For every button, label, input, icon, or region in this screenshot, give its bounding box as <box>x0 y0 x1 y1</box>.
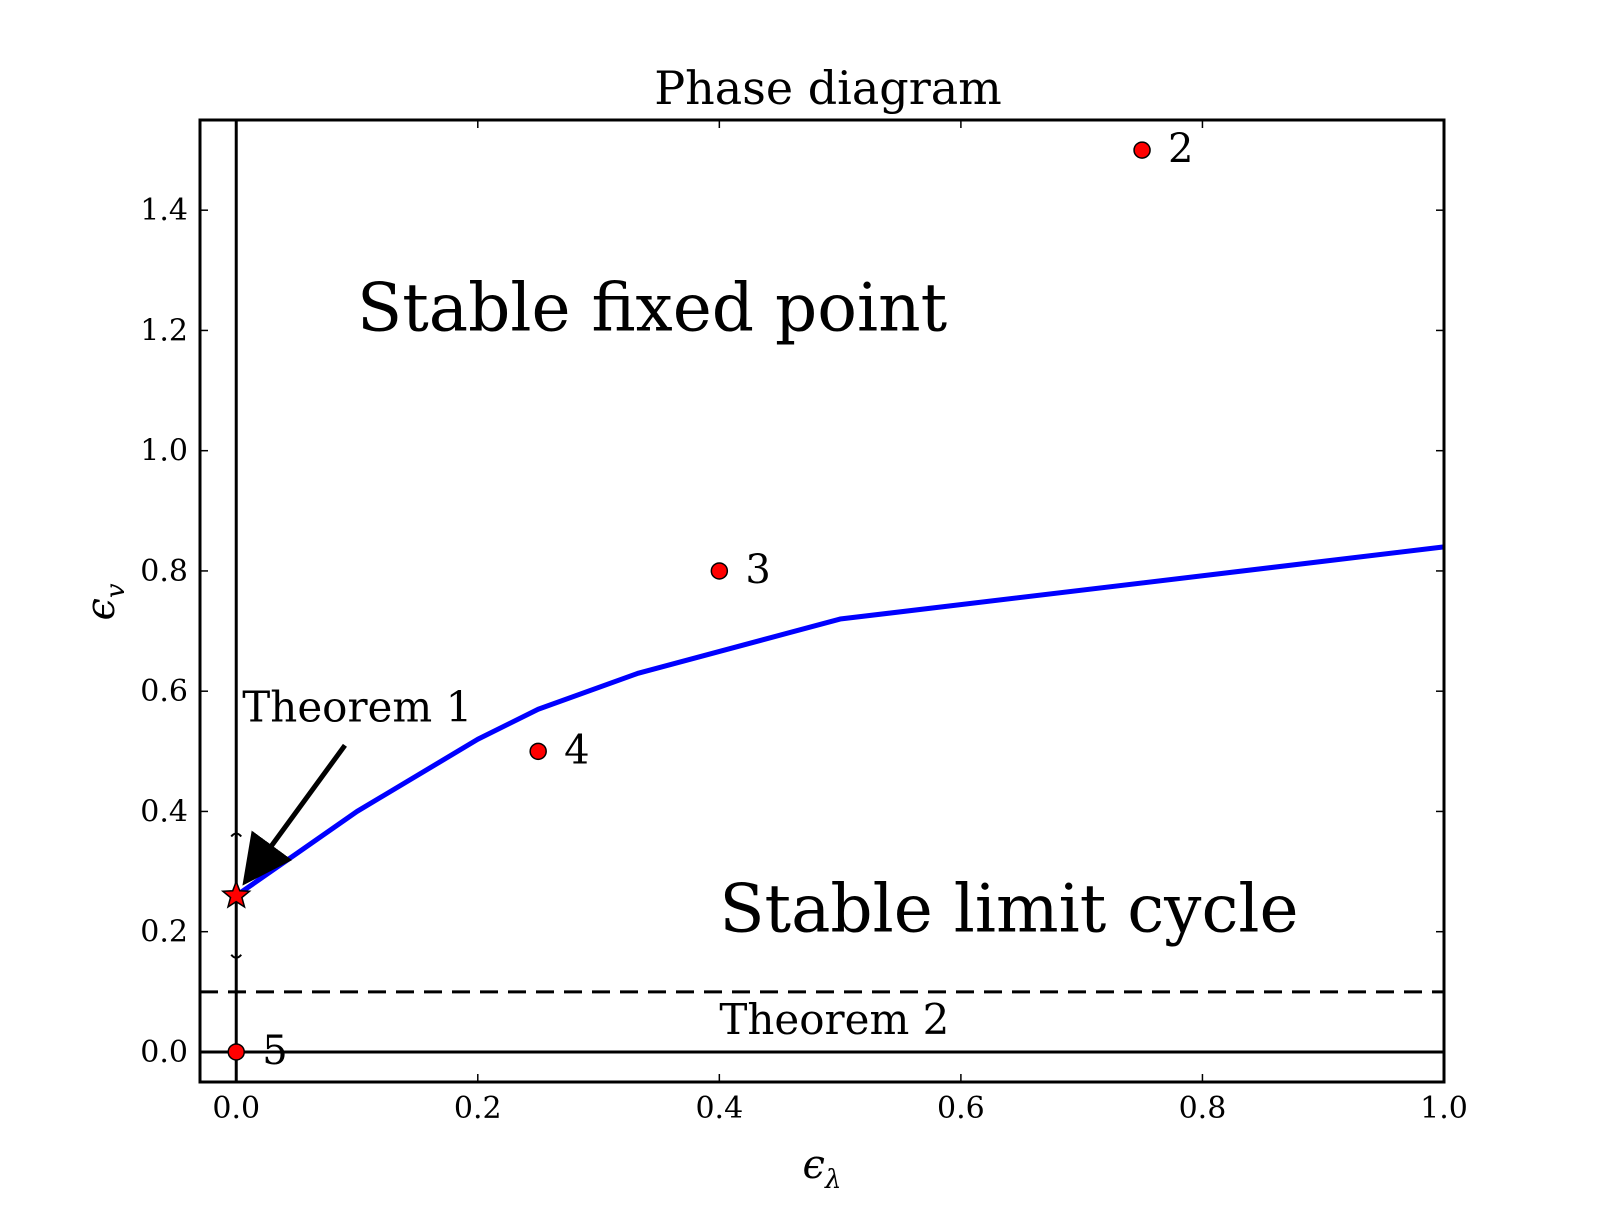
y-tick-label-7: 1.4 <box>140 193 188 228</box>
y-tick-label-3: 0.6 <box>140 674 188 709</box>
x-tick-label-1: 0.2 <box>454 1091 502 1126</box>
x-tick-label-3: 0.6 <box>937 1091 985 1126</box>
data-point-2 <box>1133 141 1151 159</box>
region-label-0: Stable fixed point <box>357 269 947 346</box>
y-tick-label-0: 0.0 <box>140 1035 188 1070</box>
x-axis-label: ϵλ <box>803 1142 842 1195</box>
chart-title: Phase diagram <box>654 61 1002 115</box>
data-point-label-5: 5 <box>262 1028 287 1074</box>
y-tick-label-6: 1.2 <box>140 313 188 348</box>
x-tick-label-5: 1.0 <box>1420 1091 1468 1126</box>
annotation-label-1: Theorem 2 <box>719 995 949 1044</box>
range-marker-high <box>230 832 243 838</box>
plot-text-layer: 2 3 4 5 Stable fixed point Stable limit cycle… <box>242 126 1298 1074</box>
star-marker <box>220 879 252 909</box>
x-tick-label-2: 0.4 <box>695 1091 743 1126</box>
annotation-label-0: Theorem 1 <box>242 682 472 731</box>
y-tick-label-2: 0.4 <box>140 794 188 829</box>
range-marker-low <box>230 954 243 959</box>
data-point-label-2: 2 <box>1168 126 1193 172</box>
x-tick-label-0: 0.0 <box>212 1091 260 1126</box>
axes-layer: 0.0 0.2 0.4 0.6 0.8 1.0 0.0 0.2 0.4 0.6 0.8 1.0 1.2 1… <box>140 118 1468 1126</box>
plot-lines-layer <box>200 120 1445 1082</box>
y-tick-label-5: 1.0 <box>140 434 188 469</box>
series-line-0 <box>234 544 1445 898</box>
plot-marks-layer <box>220 141 1151 1061</box>
y-tick-label-1: 0.2 <box>140 915 188 950</box>
annotation-arrow-0 <box>242 743 347 886</box>
data-point-4 <box>529 742 547 761</box>
axes-frame <box>198 118 1446 1084</box>
y-tick-label-4: 0.8 <box>140 554 188 589</box>
x-tick-label-4: 0.8 <box>1179 1091 1227 1126</box>
data-point-5 <box>227 1043 245 1061</box>
data-point-label-3: 3 <box>745 547 770 593</box>
region-label-1: Stable limit cycle <box>719 871 1298 948</box>
data-point-label-4: 4 <box>564 727 589 773</box>
data-point-3 <box>710 562 729 580</box>
y-axis-label: ϵv <box>78 583 131 620</box>
